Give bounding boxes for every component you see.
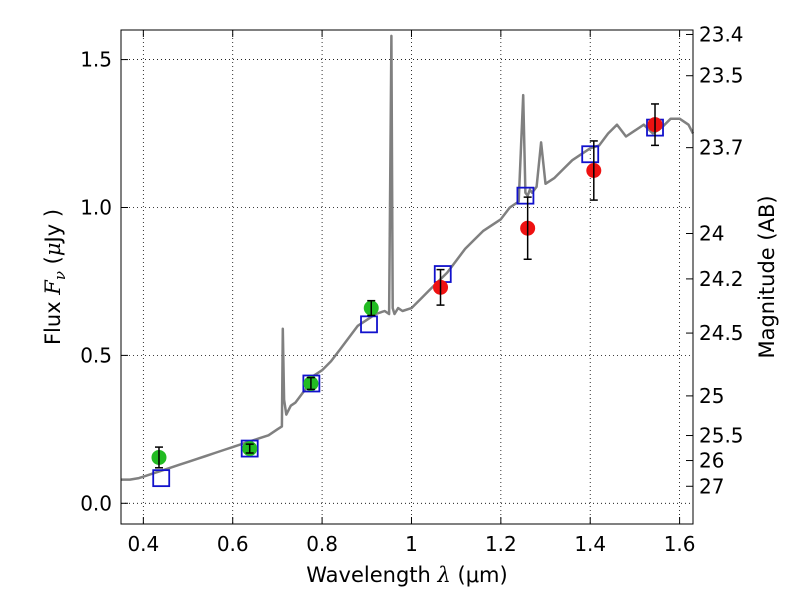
magnitude-tick-label: 23.5 xyxy=(699,64,744,88)
synthetic-photometry-square xyxy=(516,186,535,205)
magnitude-tick-label: 24 xyxy=(699,222,724,246)
axis-ticks: 0.4 0.6 0.8 1 1.2 1.4 1.6 0.0 0.5 1.0 1.5 23.4 23.5 2… xyxy=(80,22,743,556)
model-spectrum-layer xyxy=(121,34,695,481)
synthetic-photometry-square xyxy=(240,439,259,458)
y-tick-label: 1.0 xyxy=(80,195,112,219)
synthetic-photometry-square xyxy=(302,374,321,393)
y-tick-label: 0.5 xyxy=(80,343,112,367)
synthetic-photometry-square xyxy=(581,145,600,164)
x-axis-label: Wavelength λ (μm) xyxy=(306,563,507,587)
x-tick-label: 0.8 xyxy=(306,532,338,556)
x-tick-label: 1 xyxy=(405,532,418,556)
magnitude-tick-label: 24.2 xyxy=(699,267,744,291)
magnitude-tick-label: 23.4 xyxy=(699,22,744,46)
magnitude-tick-label: 26 xyxy=(699,449,724,473)
grid-lines xyxy=(121,30,693,524)
plot-background xyxy=(121,30,693,524)
magnitude-tick-label: 25 xyxy=(699,384,724,408)
data-points-layer xyxy=(151,103,664,488)
x-tick-label: 1.2 xyxy=(485,532,517,556)
synthetic-photometry-square xyxy=(152,469,171,488)
y-tick-label: 1.5 xyxy=(80,48,112,72)
x-tick-label: 0.6 xyxy=(217,532,249,556)
x-tick-label: 0.4 xyxy=(127,532,159,556)
x-tick-label: 1.6 xyxy=(664,532,696,556)
model-spectrum-line xyxy=(121,34,695,481)
magnitude-tick-label: 24.5 xyxy=(699,321,744,345)
magnitude-tick-label: 25.5 xyxy=(699,424,744,448)
magnitude-tick-label: 23.7 xyxy=(699,136,744,160)
x-tick-label: 1.4 xyxy=(574,532,606,556)
magnitude-axis-label: Magnitude (AB) xyxy=(755,195,779,358)
y-axis-label: Flux Fν (μJy ) xyxy=(41,209,69,345)
plot-frame xyxy=(120,29,694,525)
magnitude-tick-label: 27 xyxy=(699,474,724,498)
y-tick-label: 0.0 xyxy=(80,491,112,515)
synthetic-photometry-square xyxy=(360,315,378,334)
